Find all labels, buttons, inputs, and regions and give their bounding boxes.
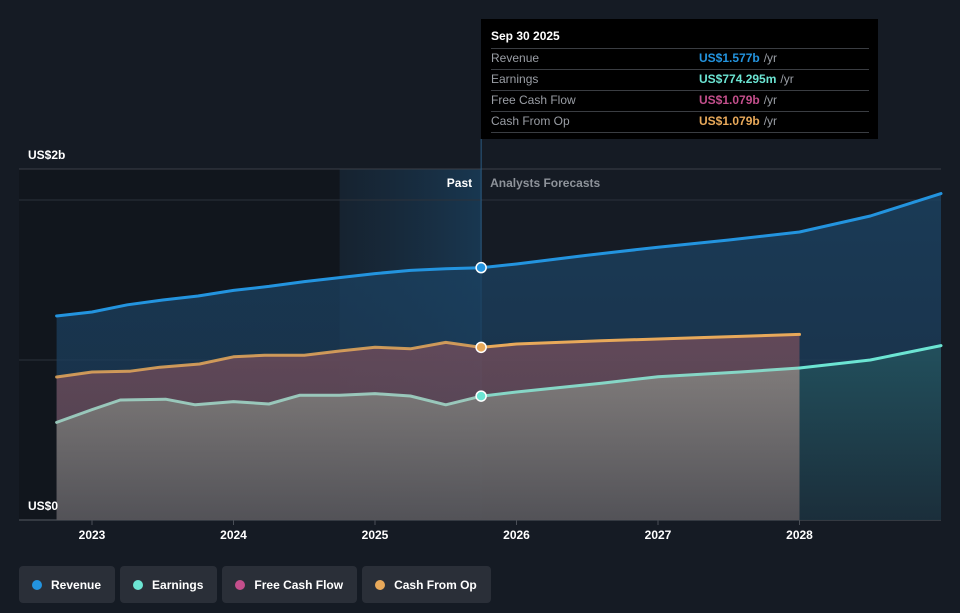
x-tick-label: 2023 <box>79 528 106 542</box>
legend-item-earnings[interactable]: Earnings <box>120 566 218 603</box>
tooltip-value: US$1.577b <box>699 51 760 65</box>
past-label: Past <box>447 176 472 190</box>
cash-from-op-line-forecast <box>479 332 801 349</box>
legend-label: Cash From Op <box>394 577 477 592</box>
revenue-line-past <box>55 266 483 318</box>
tooltip-value: US$1.079b <box>699 114 760 128</box>
cash-from-op-marker <box>475 341 487 354</box>
earnings-dot-icon <box>133 579 144 590</box>
legend-item-cash-from-op[interactable]: Cash From Op <box>362 566 491 603</box>
tooltip: Sep 30 2025 Revenue US$1.577b /yr Earnin… <box>481 19 878 139</box>
tooltip-label: Revenue <box>491 51 540 65</box>
legend-label: Earnings <box>152 577 204 592</box>
legend-item-free-cash-flow[interactable]: Free Cash Flow <box>222 566 358 603</box>
tooltip-value: US$1.079b <box>699 93 760 107</box>
tooltip-row-earnings: Earnings US$774.295m /yr <box>491 70 869 91</box>
tooltip-row-revenue: Revenue US$1.577b /yr <box>491 49 869 70</box>
forecast-label: Analysts Forecasts <box>490 176 600 190</box>
y-axis-label: US$2b <box>28 148 65 162</box>
tooltip-row-free-cash-flow: Free Cash Flow US$1.079b /yr <box>491 91 869 112</box>
earnings-area <box>56 368 800 520</box>
tooltip-unit: /yr <box>763 51 778 65</box>
legend-item-revenue[interactable]: Revenue <box>19 566 116 603</box>
tooltip-row-cash-from-op: Cash From Op US$1.079b /yr <box>491 112 869 133</box>
legend-label: Revenue <box>51 577 102 592</box>
tooltip-date: Sep 30 2025 <box>491 28 869 49</box>
x-tick-label: 2024 <box>220 528 247 542</box>
cash-from-op-line-past <box>55 340 483 379</box>
earnings-line-past <box>55 392 483 424</box>
earnings-line-forecast-extended <box>798 344 943 370</box>
legend: Revenue Earnings Free Cash Flow Cash Fro… <box>19 566 491 603</box>
x-tick-label: 2026 <box>503 528 530 542</box>
earnings-line-forecast <box>479 366 801 398</box>
earnings-forecast-area <box>799 345 941 520</box>
tooltip-label: Earnings <box>491 72 539 86</box>
earnings-marker <box>475 390 487 402</box>
tooltip-unit: /yr <box>763 93 778 107</box>
free-cash-flow-dot-icon <box>235 579 246 590</box>
y-axis-label: US$0 <box>28 499 58 513</box>
x-tick-label: 2025 <box>362 528 389 542</box>
tooltip-unit: /yr <box>780 72 794 86</box>
revenue-marker <box>475 261 487 274</box>
tooltip-unit: /yr <box>763 114 778 128</box>
cash-from-op-dot-icon <box>375 579 386 590</box>
revenue-dot-icon <box>32 579 42 590</box>
x-tick-label: 2027 <box>645 528 672 542</box>
tooltip-label: Cash From Op <box>491 114 570 128</box>
legend-label: Free Cash Flow <box>254 577 344 592</box>
tooltip-label: Free Cash Flow <box>491 93 576 107</box>
x-tick-label: 2028 <box>786 528 813 542</box>
revenue-line-forecast <box>479 192 943 270</box>
tooltip-value: US$774.295m <box>699 72 777 86</box>
